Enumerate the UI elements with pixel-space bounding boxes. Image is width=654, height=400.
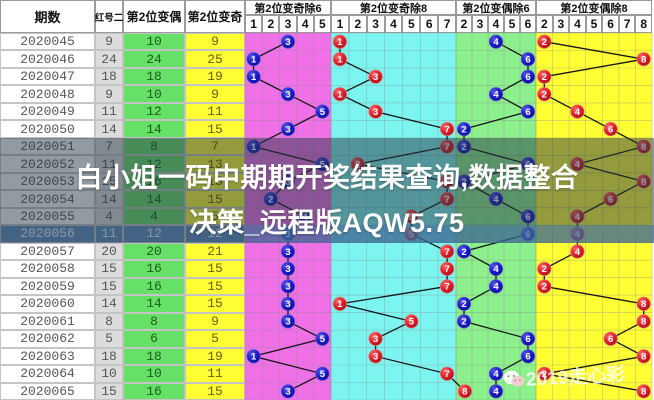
svg-text:2: 2 — [461, 247, 466, 258]
svg-text:6: 6 — [525, 72, 530, 83]
svg-text:3: 3 — [285, 247, 290, 258]
svg-text:7: 7 — [444, 124, 449, 135]
svg-text:7: 7 — [444, 264, 449, 275]
svg-text:6: 6 — [608, 334, 613, 345]
svg-text:4: 4 — [575, 247, 581, 258]
svg-text:8: 8 — [641, 387, 646, 398]
svg-text:4: 4 — [493, 282, 499, 293]
svg-text:5: 5 — [409, 317, 415, 328]
svg-text:6: 6 — [608, 124, 613, 135]
svg-text:3: 3 — [285, 387, 290, 398]
svg-text:6: 6 — [525, 352, 530, 363]
svg-text:1: 1 — [337, 37, 343, 48]
svg-text:8: 8 — [641, 299, 646, 310]
svg-text:2: 2 — [542, 282, 547, 293]
svg-text:3: 3 — [285, 317, 290, 328]
svg-text:1: 1 — [251, 55, 257, 66]
svg-text:2: 2 — [461, 299, 466, 310]
svg-text:3: 3 — [373, 334, 378, 345]
svg-text:4: 4 — [575, 107, 581, 118]
svg-text:3: 3 — [285, 124, 290, 135]
svg-text:4: 4 — [493, 264, 499, 275]
svg-text:3: 3 — [285, 37, 290, 48]
svg-text:7: 7 — [444, 247, 449, 258]
svg-text:3: 3 — [285, 282, 290, 293]
svg-text:6: 6 — [525, 334, 530, 345]
svg-text:6: 6 — [525, 55, 530, 66]
svg-text:1: 1 — [251, 72, 257, 83]
svg-text:6: 6 — [525, 107, 530, 118]
svg-text:4: 4 — [493, 37, 499, 48]
svg-text:7: 7 — [444, 369, 449, 380]
svg-text:8: 8 — [462, 387, 467, 398]
svg-text:4: 4 — [493, 90, 499, 101]
svg-text:2: 2 — [542, 72, 547, 83]
svg-text:2: 2 — [542, 37, 547, 48]
svg-text:8: 8 — [641, 317, 646, 328]
svg-text:3: 3 — [285, 264, 290, 275]
svg-text:4: 4 — [493, 369, 499, 380]
svg-text:1: 1 — [251, 352, 257, 363]
svg-text:7: 7 — [444, 282, 449, 293]
svg-text:3: 3 — [373, 72, 378, 83]
svg-text:1: 1 — [337, 299, 343, 310]
svg-text:2: 2 — [461, 124, 466, 135]
svg-text:3: 3 — [373, 107, 378, 118]
svg-text:1: 1 — [337, 90, 343, 101]
svg-text:2: 2 — [542, 264, 547, 275]
svg-text:5: 5 — [320, 369, 326, 380]
svg-text:5: 5 — [320, 107, 326, 118]
svg-text:8: 8 — [641, 55, 646, 66]
svg-text:3: 3 — [373, 352, 378, 363]
svg-text:2: 2 — [461, 317, 466, 328]
svg-text:2: 2 — [542, 90, 547, 101]
svg-text:4: 4 — [493, 387, 499, 398]
svg-text:1: 1 — [337, 55, 343, 66]
svg-text:3: 3 — [285, 90, 290, 101]
svg-text:3: 3 — [285, 299, 290, 310]
svg-text:5: 5 — [320, 334, 326, 345]
